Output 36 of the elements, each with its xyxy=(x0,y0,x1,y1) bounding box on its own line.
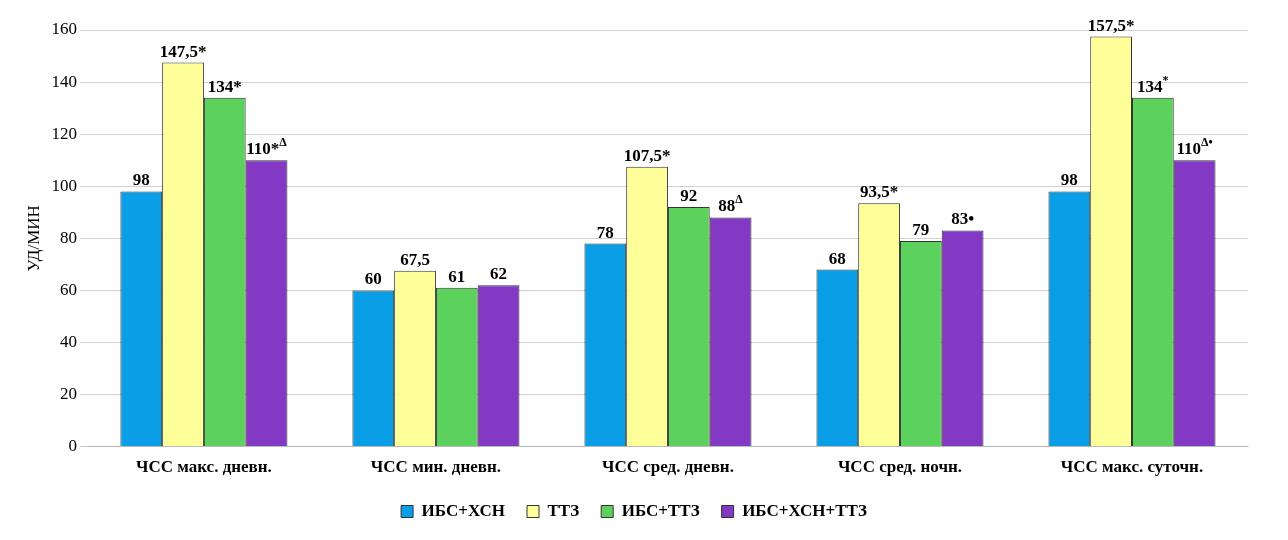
x-tick-label: ЧСС сред. ночн. xyxy=(837,457,963,477)
data-label: 62 xyxy=(490,264,508,284)
y-axis-title: УД/МИН xyxy=(23,205,43,272)
legend-label: ТТЗ xyxy=(547,500,580,520)
data-label: 157,5* xyxy=(1087,15,1135,35)
legend-label: ИБС+ХСН+ТТЗ xyxy=(742,500,867,520)
x-tick-label: ЧСС макс. суточн. xyxy=(1060,457,1204,477)
legend-label: ИБС+ТТЗ xyxy=(621,500,700,520)
data-label: 78 xyxy=(596,222,614,242)
y-tick-label: 140 xyxy=(51,71,77,91)
data-label: 61 xyxy=(448,266,466,286)
y-tick-label: 80 xyxy=(59,227,77,247)
data-label: 147,5* xyxy=(159,41,207,61)
y-tick-label: 120 xyxy=(51,123,77,143)
y-tick-label: 40 xyxy=(59,331,77,351)
data-label: 134* xyxy=(1137,72,1169,96)
data-label: 134* xyxy=(207,76,242,96)
data-label: 83• xyxy=(951,209,975,229)
data-label: 98 xyxy=(1060,170,1078,190)
y-tick-label: 60 xyxy=(59,279,77,299)
y-tick-label: 100 xyxy=(51,175,77,195)
data-label: 98 xyxy=(132,170,150,190)
y-tick-label: 160 xyxy=(51,19,77,39)
data-label: 79 xyxy=(912,219,930,239)
data-label: 107,5* xyxy=(623,145,671,165)
data-label: 92 xyxy=(680,186,698,206)
data-label: 67,5 xyxy=(400,249,430,269)
y-tick-label: 20 xyxy=(59,383,77,403)
y-tick-label: 0 xyxy=(68,436,77,456)
data-label: 60 xyxy=(364,269,382,289)
data-label: 68 xyxy=(828,248,846,268)
x-tick-label: ЧСС макс. дневн. xyxy=(136,457,272,477)
x-tick-label: ЧСС сред. дневн. xyxy=(602,457,734,477)
legend-label: ИБС+ХСН xyxy=(421,500,506,520)
x-tick-label: ЧСС мин. дневн. xyxy=(370,457,501,477)
data-label: 93,5* xyxy=(859,182,899,202)
